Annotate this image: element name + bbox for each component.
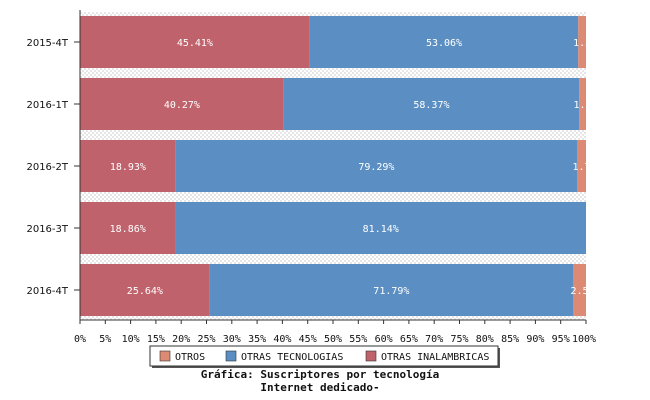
data-label-1-2016-1T: 40.27%	[164, 100, 200, 111]
x-tick-label-19: 95%	[552, 334, 570, 345]
category-label-2016-3T: 2016-3T	[26, 224, 68, 235]
x-tick-label-20: 100%	[572, 334, 596, 345]
x-tick-label-0: 0%	[74, 334, 86, 345]
category-label-2016-4T: 2016-4T	[26, 286, 68, 297]
category-label-2016-1T: 2016-1T	[26, 100, 68, 111]
bar-2-2016-3T	[175, 202, 587, 254]
legend-label-otros: OTROS	[175, 352, 205, 363]
category-label-2015-4T: 2015-4T	[26, 38, 68, 49]
data-label-1-2016-3T: 18.86%	[110, 224, 146, 235]
category-label-2016-2T: 2016-2T	[26, 162, 68, 173]
x-tick-label-13: 65%	[400, 334, 418, 345]
legend-label-otras-inalambricas: OTRAS INALAMBRICAS	[381, 352, 489, 363]
bar-1-2016-1T	[80, 78, 284, 130]
data-label-1-2015-4T: 45.41%	[177, 38, 213, 49]
x-tick-label-14: 70%	[425, 334, 443, 345]
data-label-3-2016-4T: 2.5	[570, 286, 588, 297]
legend: OTROS OTRAS TECNOLOGIAS OTRAS INALAMBRIC…	[149, 345, 500, 368]
x-tick-label-10: 50%	[324, 334, 342, 345]
chart-title-line-2: Internet dedicado-	[260, 381, 379, 394]
x-tick-label-17: 85%	[501, 334, 519, 345]
data-label-3-2016-1T: 1.3	[574, 100, 592, 111]
bar-1-2016-2T	[80, 140, 176, 192]
x-tick-label-6: 30%	[223, 334, 241, 345]
x-tick-label-8: 40%	[273, 334, 291, 345]
bar-2-2016-4T	[209, 264, 573, 316]
bar-1-2016-3T	[80, 202, 176, 254]
data-label-2-2016-4T: 71.79%	[373, 286, 409, 297]
x-tick-label-2: 10%	[122, 334, 140, 345]
x-tick-label-4: 20%	[172, 334, 190, 345]
ticks-layer: 0% 5% 10% 15% 20% 25% 30% 35% 40% 45% 50% 55% 60% 65%…	[74, 320, 596, 345]
data-label-2-2016-2T: 79.29%	[358, 162, 394, 173]
x-tick-label-16: 80%	[476, 334, 494, 345]
data-label-3-2016-2T: 1.7	[572, 162, 590, 173]
legend-swatch-otras-inalambricas	[365, 350, 377, 362]
data-label-3-2015-4T: 1.5	[573, 38, 591, 49]
category-labels: 2015-4T 2016-1T 2016-2T 2016-3T 2016-4T	[26, 38, 80, 297]
bar-3-2016-4T	[572, 264, 586, 316]
x-tick-label-11: 55%	[349, 334, 367, 345]
bar-3-2016-2T	[576, 140, 586, 192]
bars-layer: 45.41% 53.06% 1.5 40.27% 58.37% 1.3 18.93% 79.2…	[80, 16, 592, 316]
bar-2-2016-1T	[283, 78, 580, 130]
x-tick-label-7: 35%	[248, 334, 266, 345]
data-label-2-2016-1T: 58.37%	[413, 100, 449, 111]
data-label-2-2016-3T: 81.14%	[363, 224, 399, 235]
bar-1-2015-4T	[80, 16, 310, 68]
x-tick-label-15: 75%	[450, 334, 468, 345]
x-tick-label-12: 60%	[375, 334, 393, 345]
bar-2-2015-4T	[309, 16, 579, 68]
bar-2-2016-2T	[175, 140, 577, 192]
data-label-1-2016-4T: 25.64%	[127, 286, 163, 297]
x-tick-label-1: 5%	[99, 334, 111, 345]
legend-swatch-otras-tecnologias	[225, 350, 237, 362]
bar-3-2015-4T	[578, 16, 586, 68]
x-tick-label-18: 90%	[526, 334, 544, 345]
legend-box	[149, 345, 499, 367]
data-label-1-2016-2T: 18.93%	[110, 162, 146, 173]
bar-3-2016-1T	[579, 78, 586, 130]
x-tick-label-5: 25%	[197, 334, 215, 345]
chart-title-line-1: Gráfica: Suscriptores por tecnología	[201, 368, 439, 381]
legend-label-otras-tecnologias: OTRAS TECNOLOGIAS	[241, 352, 343, 363]
data-label-2-2015-4T: 53.06%	[426, 38, 462, 49]
legend-swatch-otros	[159, 350, 171, 362]
bar-1-2016-4T	[80, 264, 210, 316]
x-tick-label-9: 45%	[299, 334, 317, 345]
x-tick-label-3: 15%	[147, 334, 165, 345]
